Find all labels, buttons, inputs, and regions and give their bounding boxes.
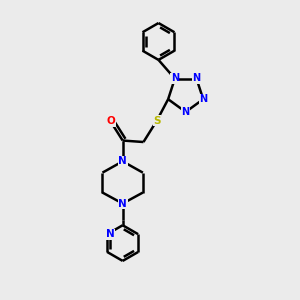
Text: N: N — [118, 156, 127, 166]
Text: N: N — [182, 107, 190, 117]
Text: N: N — [106, 229, 115, 239]
Text: N: N — [199, 94, 207, 104]
Text: N: N — [118, 199, 127, 208]
Text: N: N — [192, 73, 201, 83]
Text: N: N — [171, 73, 179, 83]
Text: O: O — [107, 116, 116, 126]
Text: S: S — [153, 116, 160, 126]
